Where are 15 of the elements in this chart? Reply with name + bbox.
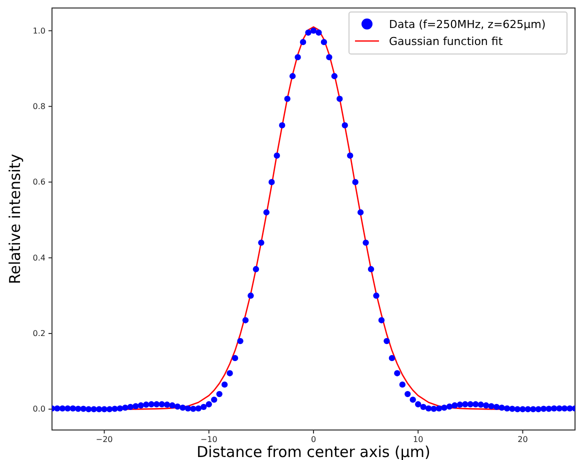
y-tick-label: 0.6 [32, 178, 46, 187]
y-tick-label: 0.8 [32, 102, 46, 111]
x-tick-label: −10 [200, 435, 218, 444]
x-tick-label: 10 [413, 435, 424, 444]
y-tick-label: 0.2 [32, 329, 46, 338]
legend-label: Gaussian function fit [389, 35, 504, 48]
y-tick-label: 0.0 [32, 404, 46, 414]
x-tick-label: 20 [518, 435, 528, 444]
x-tick-label: 0 [310, 435, 316, 444]
legend-label: Data (f=250MHz, z=625µm) [389, 18, 546, 31]
x-tick-label: −20 [96, 435, 113, 444]
x-axis-title: Distance from center axis (µm) [196, 443, 430, 460]
y-tick-label: 0.4 [32, 253, 46, 262]
y-axis-title: Relative intensity [6, 154, 24, 284]
y-tick-label: 1.0 [32, 26, 46, 36]
